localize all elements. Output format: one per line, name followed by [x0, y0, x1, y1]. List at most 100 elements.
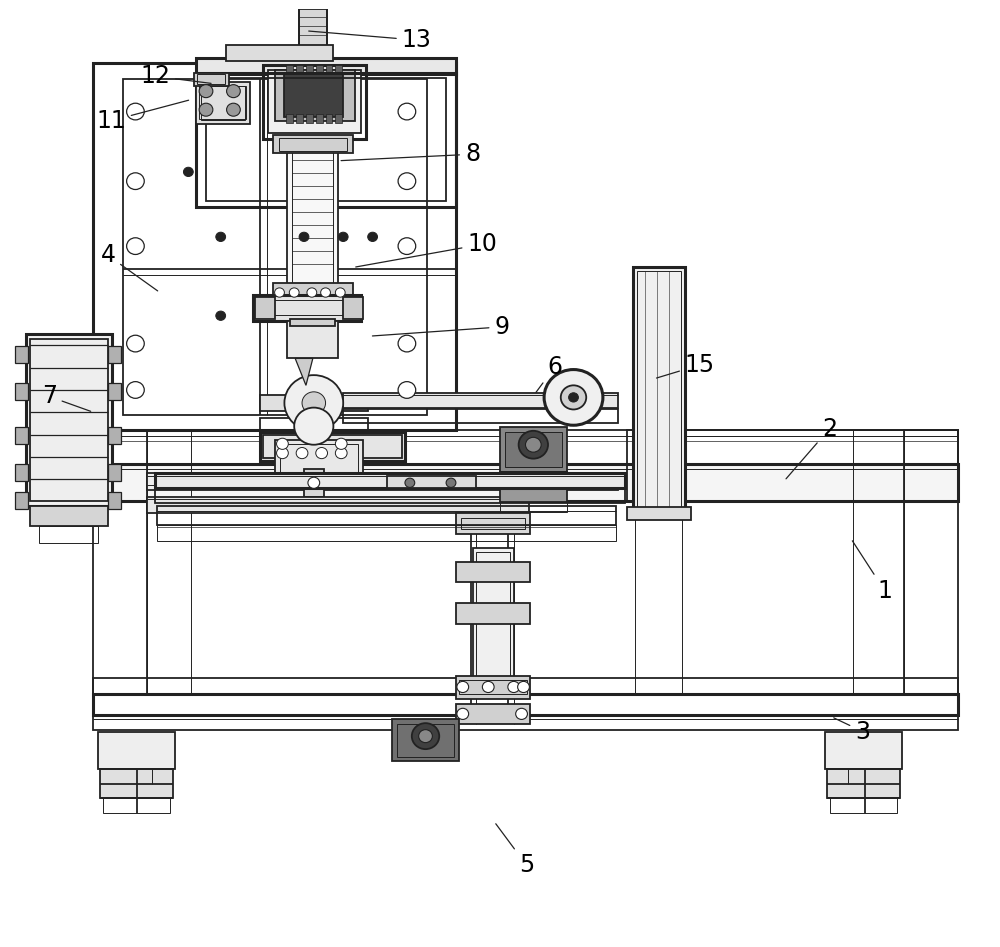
Circle shape: [275, 288, 284, 297]
Bar: [286, 115, 293, 123]
Text: 5: 5: [496, 824, 534, 877]
Bar: [326, 65, 332, 74]
Bar: [253, 295, 361, 321]
Bar: [397, 724, 454, 757]
Circle shape: [127, 382, 144, 399]
Bar: [147, 474, 618, 491]
Circle shape: [302, 392, 326, 414]
Text: 4: 4: [100, 243, 158, 291]
Circle shape: [457, 682, 469, 692]
Bar: [456, 704, 530, 724]
Circle shape: [398, 382, 416, 399]
Bar: [326, 115, 332, 123]
Circle shape: [227, 84, 240, 98]
Circle shape: [412, 724, 439, 749]
Bar: [459, 681, 527, 694]
Bar: [853, 430, 904, 694]
Bar: [505, 432, 562, 467]
Bar: [15, 464, 28, 481]
Circle shape: [321, 288, 330, 297]
Circle shape: [289, 288, 299, 297]
Bar: [343, 297, 363, 318]
Circle shape: [398, 335, 416, 352]
Bar: [306, 115, 313, 123]
Bar: [296, 115, 303, 123]
Bar: [500, 502, 567, 511]
Bar: [199, 85, 246, 119]
Bar: [456, 603, 530, 624]
Bar: [100, 769, 173, 798]
Bar: [456, 676, 530, 699]
Bar: [273, 134, 353, 153]
Bar: [108, 384, 121, 401]
Bar: [316, 115, 323, 123]
Bar: [279, 137, 347, 151]
Circle shape: [338, 232, 348, 241]
Circle shape: [127, 238, 144, 255]
Circle shape: [127, 335, 144, 352]
Circle shape: [405, 478, 415, 488]
Bar: [335, 65, 342, 74]
Bar: [206, 79, 446, 201]
Bar: [275, 440, 363, 487]
Bar: [268, 70, 361, 133]
Bar: [197, 75, 225, 83]
Bar: [194, 73, 229, 86]
Bar: [15, 492, 28, 509]
Text: 11: 11: [96, 100, 189, 133]
Bar: [637, 271, 681, 507]
Bar: [304, 469, 324, 496]
Bar: [292, 142, 333, 286]
Bar: [286, 65, 293, 74]
Bar: [500, 472, 567, 489]
Circle shape: [482, 682, 494, 692]
Circle shape: [308, 477, 320, 489]
Bar: [343, 408, 618, 423]
Bar: [263, 65, 366, 139]
Circle shape: [368, 232, 378, 241]
Circle shape: [199, 84, 213, 98]
Circle shape: [335, 448, 347, 458]
Bar: [296, 65, 303, 74]
Bar: [93, 694, 958, 715]
Bar: [275, 70, 355, 121]
Bar: [287, 137, 338, 291]
Bar: [103, 798, 170, 813]
Bar: [287, 321, 338, 358]
Circle shape: [307, 288, 317, 297]
Bar: [273, 283, 353, 302]
Bar: [155, 489, 625, 503]
Bar: [30, 339, 108, 501]
Bar: [123, 80, 426, 415]
Bar: [260, 432, 405, 461]
Circle shape: [519, 431, 548, 458]
Bar: [627, 507, 691, 520]
Bar: [15, 427, 28, 444]
Bar: [306, 65, 313, 74]
Text: 2: 2: [786, 417, 837, 479]
Circle shape: [299, 232, 309, 241]
Circle shape: [398, 103, 416, 120]
Bar: [39, 527, 98, 544]
Bar: [15, 347, 28, 363]
Circle shape: [294, 407, 333, 445]
Circle shape: [398, 172, 416, 189]
Bar: [30, 506, 108, 527]
Circle shape: [518, 682, 529, 692]
Bar: [108, 347, 121, 363]
Bar: [461, 518, 525, 529]
Bar: [147, 496, 529, 513]
Text: 8: 8: [341, 142, 480, 167]
Bar: [500, 427, 567, 472]
Bar: [299, 9, 327, 63]
Circle shape: [199, 103, 213, 116]
Bar: [226, 45, 333, 62]
Bar: [93, 430, 147, 694]
Bar: [93, 63, 456, 430]
Circle shape: [398, 238, 416, 255]
Bar: [335, 115, 342, 123]
Bar: [473, 547, 514, 682]
Bar: [260, 395, 368, 411]
Circle shape: [525, 438, 541, 452]
Bar: [387, 476, 476, 489]
